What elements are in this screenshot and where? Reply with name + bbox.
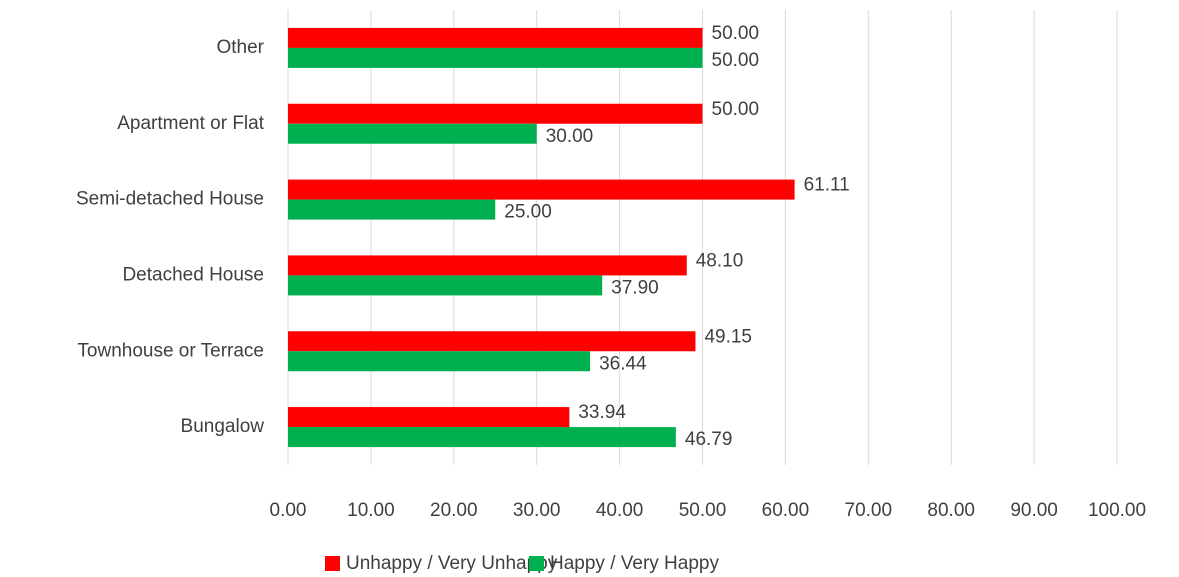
- legend-label: Unhappy / Very Unhappy: [346, 553, 558, 574]
- y-tick-label: Bungalow: [181, 416, 265, 437]
- bar: [288, 179, 795, 200]
- data-label: 61.11: [804, 175, 850, 196]
- y-tick-label: Apartment or Flat: [117, 113, 264, 134]
- x-tick-label: 70.00: [845, 500, 893, 521]
- x-tick-label: 40.00: [596, 500, 644, 521]
- x-tick-label: 0.00: [270, 500, 307, 521]
- y-tick-label: Semi-detached House: [76, 189, 264, 210]
- x-tick-label: 100.00: [1088, 500, 1146, 521]
- y-tick-label: Detached House: [122, 264, 264, 285]
- data-label: 50.00: [712, 50, 760, 71]
- bar: [288, 331, 696, 352]
- data-label: 50.00: [712, 99, 760, 120]
- data-label: 30.00: [546, 126, 594, 147]
- data-label: 33.94: [578, 402, 626, 423]
- legend-label: Happy / Very Happy: [550, 553, 719, 574]
- data-label: 46.79: [685, 429, 733, 450]
- x-tick-label: 30.00: [513, 500, 561, 521]
- bar: [288, 255, 687, 276]
- x-tick-label: 10.00: [347, 500, 395, 521]
- legend-swatch: [529, 556, 544, 571]
- x-tick-label: 60.00: [762, 500, 810, 521]
- bar: [288, 47, 703, 68]
- data-label: 37.90: [611, 277, 659, 298]
- bar: [288, 27, 703, 48]
- data-label: 48.10: [696, 250, 744, 271]
- bar: [288, 275, 603, 296]
- data-label: 25.00: [504, 202, 552, 223]
- x-tick-label: 20.00: [430, 500, 478, 521]
- legend-swatch: [325, 556, 340, 571]
- bar: [288, 103, 703, 124]
- x-tick-label: 90.00: [1010, 500, 1058, 521]
- bar: [288, 427, 676, 448]
- data-label: 50.00: [712, 23, 760, 44]
- x-tick-label: 50.00: [679, 500, 727, 521]
- x-tick-label: 80.00: [927, 500, 975, 521]
- y-tick-label: Other: [216, 37, 264, 58]
- data-label: 36.44: [599, 353, 647, 374]
- y-tick-label: Townhouse or Terrace: [77, 340, 264, 361]
- bar: [288, 123, 537, 144]
- bar: [288, 351, 591, 372]
- data-label: 49.15: [704, 326, 752, 347]
- bar: [288, 199, 496, 220]
- bar: [288, 407, 570, 428]
